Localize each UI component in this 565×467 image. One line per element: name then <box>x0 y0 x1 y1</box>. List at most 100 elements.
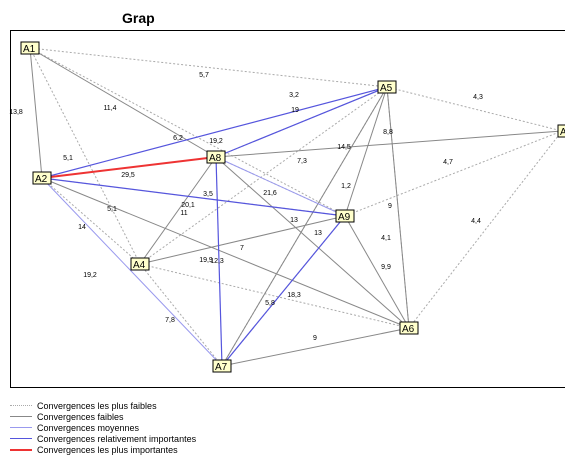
edge-label: 1,2 <box>341 183 351 190</box>
edge-label: 3,5 <box>203 191 213 198</box>
edge-a5-a7 <box>221 86 388 367</box>
graph-frame <box>10 30 565 388</box>
node-box <box>130 257 150 271</box>
node-a7[interactable]: A7 <box>212 359 232 373</box>
edge-a1-a2 <box>29 47 43 179</box>
edge-labels-layer: 29,5 19,2 3,5 19 12,3 5,8 7,8 21,6 13,8 11,4 14,5 2… <box>9 72 483 342</box>
edge-a7-a6 <box>221 327 410 367</box>
edge-label: 21,6 <box>263 190 277 197</box>
edge-a1-a5 <box>29 47 388 88</box>
graph-canvas: 29,5 19,2 3,5 19 12,3 5,8 7,8 21,6 13,8 11,4 14,5 2… <box>9 41 565 373</box>
edge-a7-a9 <box>221 215 346 367</box>
edge-label: 18,3 <box>287 292 301 299</box>
edge-a4-a5 <box>139 86 388 265</box>
edge-a4-a7 <box>139 263 223 367</box>
edge-label: 6,2 <box>173 135 183 142</box>
node-label: A1 <box>23 44 36 55</box>
legend-line-swatch <box>10 416 32 417</box>
node-a8[interactable]: A8 <box>206 150 226 164</box>
node-box <box>212 359 232 373</box>
edge-a2-a7 <box>41 177 223 367</box>
nodes-layer: A1 A2 A4 A5 A6 A7 A8 A9 A <box>20 41 565 373</box>
title-mask <box>171 6 565 32</box>
edge-a6-a3 <box>408 130 563 329</box>
node-box <box>32 171 52 185</box>
node-label: A7 <box>215 362 228 373</box>
edge-label: 11,4 <box>103 105 116 112</box>
edge-a2-a9 <box>41 177 346 217</box>
edge-label: 14 <box>78 224 86 231</box>
legend-line-swatch <box>10 448 32 451</box>
legend-item-weak: Convergences faibles <box>10 411 196 422</box>
edge-label: 5,1 <box>107 206 117 213</box>
edge-label: 20,1 <box>181 202 195 209</box>
edge-label: 9 <box>388 203 392 210</box>
node-a1[interactable]: A1 <box>20 41 40 55</box>
node-a2[interactable]: A2 <box>32 171 52 185</box>
node-box <box>335 209 355 223</box>
node-a5[interactable]: A5 <box>377 80 397 94</box>
edge-label: 19,2 <box>83 272 97 279</box>
legend-item-weakest: Convergences les plus faibles <box>10 400 196 411</box>
edge-label: 19,2 <box>209 138 223 145</box>
node-label: A4 <box>133 260 146 271</box>
edge-a9-a3 <box>344 130 563 217</box>
edge-label: 14,5 <box>337 144 351 151</box>
graph-title: Grap <box>122 10 155 26</box>
edge-a5-a6 <box>386 86 410 329</box>
edge-label: 19,9 <box>199 257 213 264</box>
edge-a1-a4 <box>29 47 141 265</box>
legend-label: Convergences moyennes <box>37 422 140 433</box>
edge-label: 3,2 <box>289 92 299 99</box>
edge-a2-a6 <box>41 177 410 329</box>
node-a4[interactable]: A4 <box>130 257 150 271</box>
edge-a8-a5 <box>215 86 388 158</box>
edge-a1-a9 <box>29 47 346 217</box>
edge-label: 19 <box>291 107 299 114</box>
edge-label: 4,7 <box>443 159 453 166</box>
node-box <box>20 41 40 55</box>
edge-a8-a3 <box>215 130 563 158</box>
edge-a9-a5 <box>344 86 388 217</box>
node-label: A <box>560 127 565 138</box>
edge-label: 11 <box>180 210 187 217</box>
legend-line-swatch <box>10 405 32 406</box>
node-label: A9 <box>338 212 351 223</box>
edge-a4-a9 <box>139 215 346 265</box>
legend-item-medium: Convergences moyennes <box>10 422 196 433</box>
legend-label: Convergences faibles <box>37 411 124 422</box>
edge-a8-a9 <box>215 156 346 217</box>
edge-label: 13,8 <box>9 109 23 116</box>
edge-a1-a8 <box>29 47 217 158</box>
node-box <box>206 150 226 164</box>
edge-label: 7,3 <box>297 158 307 165</box>
edge-label: 4,4 <box>471 218 481 225</box>
edges-layer <box>29 47 563 367</box>
edge-a8-a6 <box>215 156 410 329</box>
legend: Convergences les plus faibles Convergence… <box>10 400 196 455</box>
edge-label: 12,3 <box>210 258 224 265</box>
legend-label: Convergences les plus importantes <box>37 444 178 455</box>
legend-line-swatch <box>10 427 32 428</box>
node-label: A2 <box>35 174 48 185</box>
edge-a8-a4 <box>139 156 217 265</box>
node-label: A5 <box>380 83 393 94</box>
legend-label: Convergences les plus faibles <box>37 400 157 411</box>
node-box <box>557 124 565 138</box>
legend-item-strong: Convergences relativement importantes <box>10 433 196 444</box>
legend-item-strongest: Convergences les plus importantes <box>10 444 196 455</box>
node-label: A6 <box>402 324 415 335</box>
edge-label: 29,5 <box>121 172 135 179</box>
node-a3[interactable]: A <box>557 124 565 138</box>
node-a6[interactable]: A6 <box>399 321 419 335</box>
node-box <box>399 321 419 335</box>
edge-label: 9,9 <box>381 264 391 271</box>
legend-line-swatch <box>10 438 32 439</box>
edge-label: 4,1 <box>381 235 391 242</box>
edge-a2-a4 <box>41 177 141 265</box>
edge-label: 5,7 <box>199 72 209 79</box>
edge-a2-a8 <box>41 156 217 179</box>
edge-label: 5,1 <box>63 155 73 162</box>
edge-label: 13 <box>290 217 298 224</box>
node-a9[interactable]: A9 <box>335 209 355 223</box>
